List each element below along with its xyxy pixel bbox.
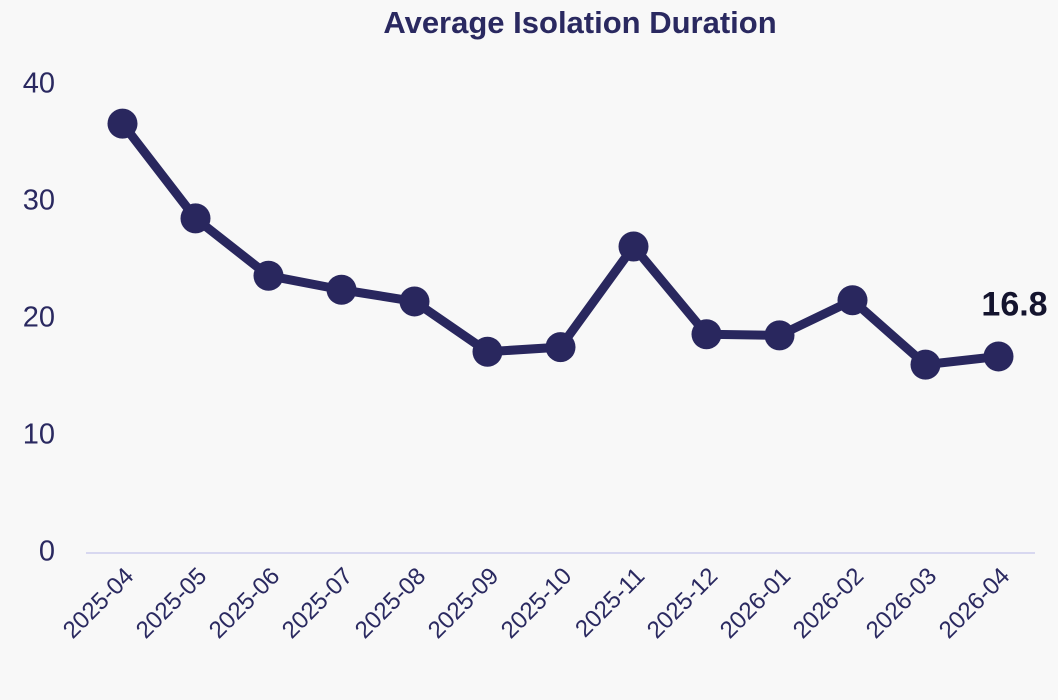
marker [180, 203, 211, 234]
y-tick-label: 30 [23, 185, 55, 217]
y-tick-label: 10 [23, 419, 55, 451]
marker [472, 336, 503, 367]
marker [253, 260, 284, 291]
marker [691, 319, 722, 350]
marker [545, 332, 576, 363]
marker [764, 320, 795, 351]
y-tick-label: 40 [23, 68, 55, 100]
marker [983, 341, 1014, 372]
value-label: 16.8 [981, 285, 1047, 323]
marker [618, 231, 649, 262]
y-tick-label: 20 [23, 302, 55, 334]
marker [910, 349, 941, 380]
chart-title: Average Isolation Duration [383, 5, 776, 40]
marker [107, 108, 138, 139]
marker [837, 285, 868, 316]
marker [399, 286, 430, 317]
marker [326, 274, 357, 305]
y-tick-label: 0 [39, 536, 55, 568]
